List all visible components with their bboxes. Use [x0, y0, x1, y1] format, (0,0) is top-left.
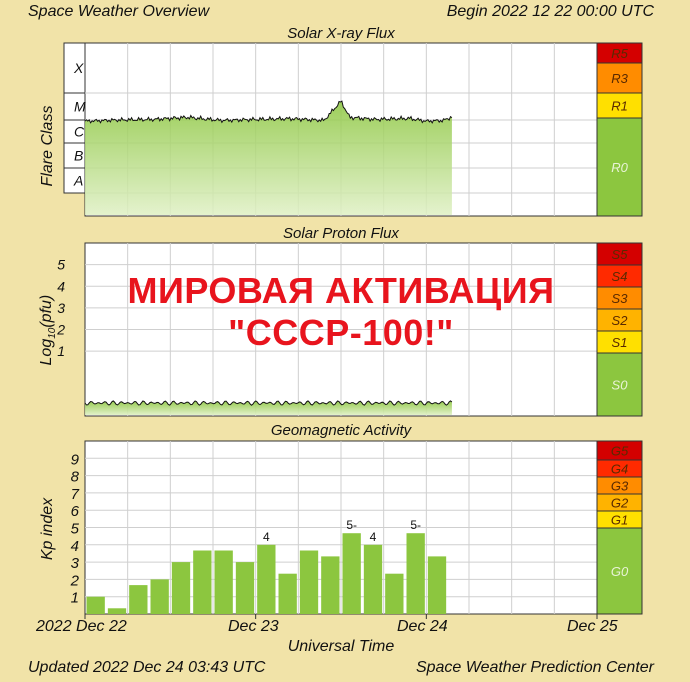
kp-bar-label: 4: [370, 530, 377, 544]
r-scale-r3: [596, 62, 643, 94]
kp-ytick: 2: [70, 572, 80, 589]
proton-ytick: 3: [57, 300, 65, 316]
xray-flux-area: [85, 101, 452, 215]
flare-class-x: X: [73, 60, 84, 76]
kp-ytick: 9: [71, 451, 80, 468]
updated-time: Updated 2022 Dec 24 03:43 UTC: [28, 659, 266, 676]
kp-bar-label: 5-: [410, 518, 421, 532]
kp-bar: [129, 585, 148, 614]
g-scale-label: G2: [611, 496, 629, 511]
kp-bar: [342, 533, 361, 614]
x-tick-dec24: Dec 24: [397, 618, 448, 635]
x-tick-dec22: 2022 Dec 22: [36, 618, 127, 635]
overlay-line-1: МИРОВАЯ АКТИВАЦИЯ: [127, 270, 555, 311]
g-scale-label: G4: [611, 462, 628, 477]
begin-time: Begin 2022 12 22 00:00 UTC: [446, 3, 654, 20]
r-scale-label: R1: [611, 99, 628, 114]
proton-ytick: 2: [56, 322, 65, 338]
proton-flux-line: [84, 400, 453, 406]
r-scale-r0: [596, 117, 643, 217]
kp-ytick: 8: [71, 469, 80, 486]
x-tick-dec23: Dec 23: [228, 618, 279, 635]
flare-class-m: M: [74, 99, 86, 115]
flare-class-b: B: [74, 148, 83, 164]
kp-ytick: 5: [71, 521, 80, 538]
r-scale-label: R5: [611, 46, 628, 61]
kp-bar: [214, 550, 233, 614]
kp-ytick: 7: [71, 486, 80, 503]
g-scale-label: G3: [611, 479, 629, 494]
g-scale-label: G1: [611, 513, 628, 528]
kp-bar: [257, 544, 276, 614]
flare-class-c: C: [74, 124, 85, 140]
kp-ytick: 1: [71, 590, 79, 607]
kp-ytick: 6: [71, 503, 80, 520]
kp-bar: [321, 556, 340, 614]
proton-title: Solar Proton Flux: [283, 225, 399, 242]
kp-bar: [235, 562, 255, 614]
s-scale-label: S2: [612, 313, 629, 328]
source-credit: Space Weather Prediction Center: [415, 659, 654, 676]
kp-bar: [299, 550, 319, 614]
proton-ytick: 5: [57, 257, 65, 273]
x-tick-dec25: Dec 25: [567, 618, 618, 635]
g-scale-label: G5: [611, 444, 629, 459]
x-axis-label: Universal Time: [287, 638, 395, 655]
s-scale-label: S1: [612, 335, 628, 350]
proton-ytick: 1: [57, 343, 65, 359]
kp-bar-label: 4: [263, 530, 270, 544]
kp-bar: [363, 544, 383, 614]
kp-bar: [385, 573, 404, 614]
page-title: Space Weather Overview: [28, 3, 210, 20]
g-scale-g0: [596, 527, 643, 615]
xray-title: Solar X-ray Flux: [287, 25, 395, 42]
g-scale-label: G0: [611, 564, 629, 579]
kp-bar: [427, 556, 447, 614]
s-scale-s0: [596, 352, 643, 417]
r-scale-label: R3: [611, 71, 628, 86]
kp-ytick: 3: [71, 555, 80, 572]
kp-bar: [107, 608, 127, 614]
overlay-line-2: "СССР-100!": [228, 312, 454, 353]
flare-class-a: A: [73, 173, 83, 189]
kp-bar: [193, 550, 212, 614]
geomag-title: Geomagnetic Activity: [270, 422, 412, 439]
s-scale-label: S5: [612, 247, 629, 262]
kp-bar: [86, 596, 105, 614]
kp-ytick: 4: [71, 538, 79, 555]
r-scale-label: R0: [611, 160, 628, 175]
kp-bar: [406, 533, 425, 614]
kp-bar: [278, 573, 297, 614]
s-scale-label: S0: [612, 378, 629, 393]
s-scale-label: S4: [612, 269, 628, 284]
proton-ytick: 4: [57, 278, 65, 294]
xray-flux-line: [84, 100, 453, 124]
s-scale-label: S3: [612, 291, 629, 306]
r-scale-r1: [596, 92, 643, 119]
kp-bar: [171, 562, 191, 614]
kp-bar-label: 5-: [346, 518, 357, 532]
kp-bar: [150, 579, 169, 614]
